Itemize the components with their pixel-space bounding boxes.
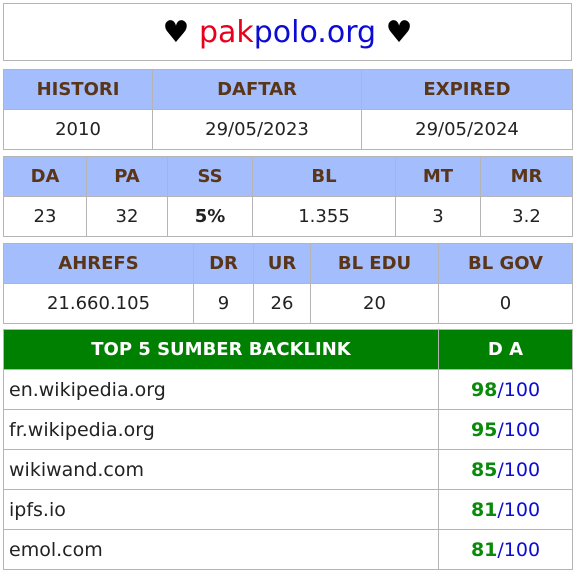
da-score: 85 <box>470 458 498 481</box>
header-da: DA <box>3 156 87 197</box>
backlink-da: 81/100 <box>438 489 573 530</box>
header-ahrefs: AHREFS <box>3 243 194 284</box>
header-expired: EXPIRED <box>361 69 573 110</box>
header-ss: SS <box>167 156 253 197</box>
value-ahrefs: 21.660.105 <box>3 283 194 324</box>
da-score: 98 <box>470 378 498 401</box>
da-max: /100 <box>497 538 541 561</box>
domain-part-pak: pak <box>198 14 254 50</box>
heart-icon: ♥ <box>162 14 190 50</box>
value-ur: 26 <box>253 283 311 324</box>
table-row: fr.wikipedia.org 95/100 <box>3 409 573 450</box>
backlink-site: en.wikipedia.org <box>3 369 439 410</box>
site-title: ♥ pak polo.org ♥ <box>3 3 572 61</box>
da-score: 81 <box>470 498 498 521</box>
dates-table: HISTORI DAFTAR EXPIRED 2010 29/05/2023 2… <box>3 69 573 150</box>
header-bl-gov: BL GOV <box>438 243 573 284</box>
backlink-site: fr.wikipedia.org <box>3 409 439 450</box>
value-daftar: 29/05/2023 <box>152 109 362 150</box>
header-da-score: D A <box>438 329 573 370</box>
value-histori: 2010 <box>3 109 153 150</box>
da-score: 81 <box>470 538 498 561</box>
backlink-site: ipfs.io <box>3 489 439 530</box>
backlink-site: wikiwand.com <box>3 449 439 490</box>
value-pa: 32 <box>86 196 168 237</box>
da-max: /100 <box>497 418 541 441</box>
backlink-da: 81/100 <box>438 529 573 570</box>
header-bl-edu: BL EDU <box>310 243 439 284</box>
table-row: en.wikipedia.org 98/100 <box>3 369 573 410</box>
header-top-sources: TOP 5 SUMBER BACKLINK <box>3 329 439 370</box>
backlink-da: 98/100 <box>438 369 573 410</box>
value-bl-edu: 20 <box>310 283 439 324</box>
header-mr: MR <box>480 156 573 197</box>
da-max: /100 <box>497 498 541 521</box>
table-row: wikiwand.com 85/100 <box>3 449 573 490</box>
metrics-table-1: DA PA SS BL MT MR 23 32 5% 1.355 3 3.2 <box>3 156 573 237</box>
metrics-table-2: AHREFS DR UR BL EDU BL GOV 21.660.105 9 … <box>3 243 573 324</box>
header-dr: DR <box>193 243 254 284</box>
header-mt: MT <box>395 156 481 197</box>
header-pa: PA <box>86 156 168 197</box>
heart-icon: ♥ <box>385 14 413 50</box>
value-bl: 1.355 <box>252 196 396 237</box>
da-score: 95 <box>470 418 498 441</box>
header-daftar: DAFTAR <box>152 69 362 110</box>
table-row: emol.com 81/100 <box>3 529 573 570</box>
header-histori: HISTORI <box>3 69 153 110</box>
domain-part-polo: polo.org <box>253 14 377 50</box>
header-ur: UR <box>253 243 311 284</box>
backlink-table: TOP 5 SUMBER BACKLINK D A en.wikipedia.o… <box>3 329 573 570</box>
value-ss: 5% <box>167 196 253 237</box>
value-dr: 9 <box>193 283 254 324</box>
value-da: 23 <box>3 196 87 237</box>
value-bl-gov: 0 <box>438 283 573 324</box>
backlink-da: 85/100 <box>438 449 573 490</box>
da-max: /100 <box>497 378 541 401</box>
value-expired: 29/05/2024 <box>361 109 573 150</box>
value-mr: 3.2 <box>480 196 573 237</box>
header-bl: BL <box>252 156 396 197</box>
da-max: /100 <box>497 458 541 481</box>
backlink-site: emol.com <box>3 529 439 570</box>
value-mt: 3 <box>395 196 481 237</box>
table-row: ipfs.io 81/100 <box>3 489 573 530</box>
backlink-da: 95/100 <box>438 409 573 450</box>
